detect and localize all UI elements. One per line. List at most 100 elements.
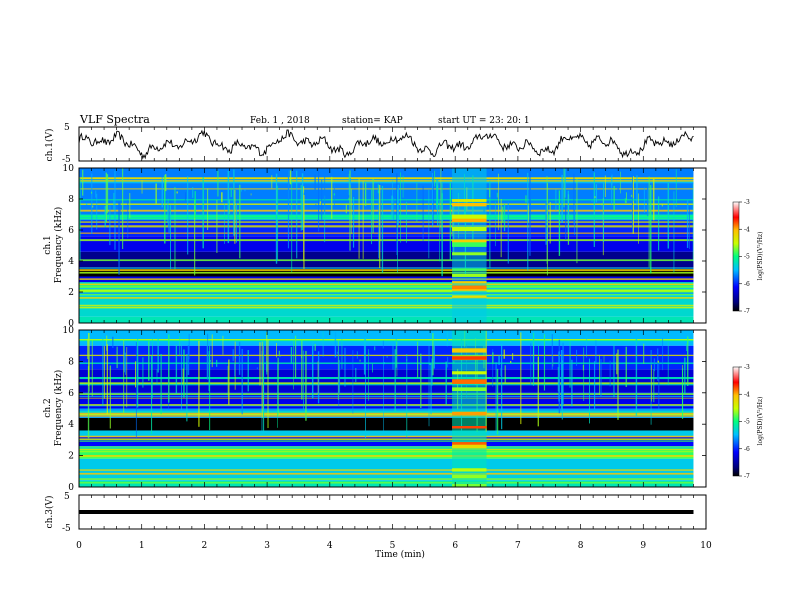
ch1-streak-177 (402, 175, 404, 198)
ch1-streak-12 (604, 175, 606, 197)
ch2-line-6 (79, 475, 694, 477)
ch2-streak-182 (290, 346, 293, 364)
ch2-streak-175 (150, 355, 153, 434)
ch1-streak-75 (333, 193, 336, 196)
ch2-streak-20 (609, 360, 611, 387)
ch2-streak-131 (653, 369, 655, 403)
ch2-streak-23 (208, 351, 210, 392)
ch1-streak-115 (661, 204, 663, 207)
ch1-streak-97 (319, 201, 322, 204)
ch1-streak-185 (406, 201, 407, 243)
ch1-line-28 (79, 199, 694, 201)
ch2-streak-52 (359, 359, 361, 362)
ch1-streak-88 (315, 204, 317, 207)
ch2-streak-150 (428, 343, 430, 427)
ch2-streak-0 (582, 364, 584, 371)
ch1-streak-7 (396, 173, 398, 256)
ch1-streak-187 (271, 175, 273, 189)
ch2-streak-5 (595, 340, 597, 363)
ch2-line-12 (79, 383, 694, 386)
ch1-line-1 (79, 284, 694, 286)
ch2-line-23 (79, 377, 694, 379)
ch1-streak-111 (230, 187, 232, 198)
ch2-ytick-label-1: 2 (68, 452, 74, 462)
ch1-streak-151 (496, 192, 499, 198)
ch2-streak-163 (558, 351, 560, 402)
xtick-label-4: 4 (327, 541, 333, 551)
ch2-streak-56 (372, 363, 373, 373)
ch1-band-7 (79, 219, 694, 237)
ch1-streak-181 (122, 168, 124, 249)
ch1-burst-line-6 (452, 214, 487, 220)
ch1-streak-58 (436, 179, 437, 209)
ch1-streak-183 (91, 191, 93, 194)
ch2-line-33 (79, 362, 694, 365)
ch1-streak-86 (646, 187, 649, 217)
ch2-line-19 (79, 410, 694, 412)
ch2-streak-160 (294, 335, 297, 378)
ch1-streak-44 (371, 188, 372, 245)
ch2-streak-59 (160, 353, 162, 415)
ch2-streak-178 (112, 336, 114, 348)
ch2-streak-99 (106, 335, 108, 351)
ch1-channel-label: ch.1 (43, 235, 53, 254)
ch2-streak-129 (216, 359, 218, 367)
ch2-streak-89 (537, 356, 539, 427)
ch1-streak-155 (392, 180, 393, 201)
ch2-streak-132 (589, 358, 590, 424)
ch1-streak-21 (643, 187, 645, 214)
ch1-streak-67 (632, 175, 633, 232)
ch1-line-2 (79, 292, 694, 295)
ch1-streak-18 (576, 178, 578, 264)
ch1-colorbar-label: log(PSD)(V²/Hz) (757, 232, 764, 281)
ch1-burst-line-3 (452, 242, 487, 247)
ch2-line-11 (79, 405, 694, 407)
ch1-streak-78 (692, 183, 694, 262)
ch2-streak-42 (91, 339, 93, 397)
ch2-line-3 (79, 468, 694, 470)
ch1-streak-66 (239, 184, 241, 259)
ch2-burst-line-6 (452, 474, 487, 479)
ch1-streak-107 (501, 206, 504, 223)
ch1-line-24 (79, 209, 694, 212)
ch1-streak-167 (565, 204, 567, 240)
ch2-streak-115 (445, 361, 447, 405)
ch1-streak-162 (393, 197, 395, 220)
ch2-streak-40 (643, 343, 645, 364)
ch2-streak-173 (617, 349, 619, 420)
ch2-streak-84 (314, 343, 316, 351)
ch2-streak-71 (613, 344, 615, 398)
ch2-streak-111 (241, 348, 243, 415)
ch2-streak-30 (395, 339, 397, 368)
ch1-streak-45 (155, 183, 157, 204)
ch1-streak-160 (593, 172, 595, 247)
ch2-streak-101 (504, 365, 506, 384)
ch1-streak-143 (673, 191, 675, 273)
ch2-streak-157 (430, 363, 432, 415)
ch2-streak-122 (322, 331, 324, 357)
ch2-streak-54 (135, 342, 137, 438)
ch1-streak-84 (686, 200, 689, 248)
ch1-burst-line-5 (452, 268, 487, 271)
recording-date: Feb. 1 , 2018 (250, 116, 310, 126)
ch1-streak-3 (549, 202, 551, 244)
ch1-streak-82 (377, 184, 379, 194)
ch2-streak-179 (334, 331, 337, 358)
ch2-colorbar-label: log(PSD)(V²/Hz) (757, 397, 764, 446)
ch1-streak-8 (381, 185, 384, 273)
ch1-burst-line-0 (452, 288, 487, 291)
ch1-streak-141 (105, 172, 107, 223)
ch1-streak-125 (114, 170, 116, 250)
ch1-streak-159 (301, 173, 304, 231)
ch1-line-7 (79, 283, 694, 286)
ch2-streak-4 (560, 349, 563, 409)
ch1-line-30 (79, 282, 694, 284)
ch2-streak-92 (431, 358, 433, 386)
ch2-streak-39 (142, 357, 144, 388)
ch2-streak-27 (206, 340, 208, 380)
ch2-burst-line-13 (452, 348, 487, 353)
ch1-streak-5 (400, 172, 401, 243)
ch2-streak-166 (266, 331, 268, 372)
ch1-streak-24 (345, 203, 347, 214)
ch2-streak-17 (509, 360, 512, 363)
